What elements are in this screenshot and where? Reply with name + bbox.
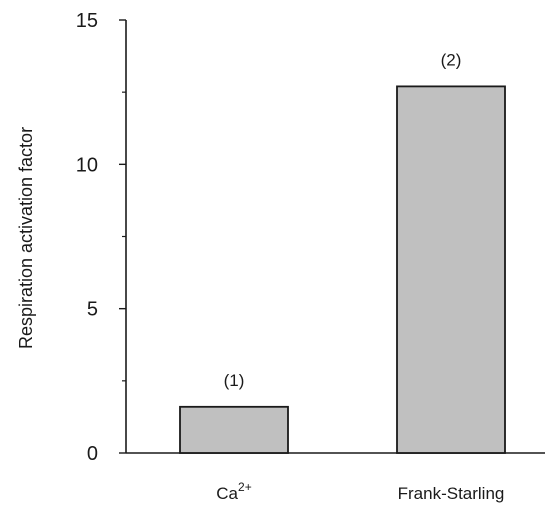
bar <box>179 405 289 454</box>
category-label: Ca2+ <box>216 480 251 503</box>
category-label-text: Ca <box>216 484 238 503</box>
data-label: (1) <box>224 371 245 390</box>
data-label: (2) <box>441 50 462 69</box>
y-axis-title: Respiration activation factor <box>16 127 36 349</box>
category-label: Frank-Starling <box>398 484 505 503</box>
y-tick-label: 5 <box>87 299 98 321</box>
y-tick-label: 10 <box>76 154 98 176</box>
bar <box>396 85 506 454</box>
category-label-superscript: 2+ <box>238 480 252 494</box>
bars <box>179 85 506 454</box>
y-tick-label: 0 <box>87 443 98 465</box>
y-tick-label: 15 <box>76 10 98 32</box>
category-label-text: Frank-Starling <box>398 484 505 503</box>
labels: (1) Ca2+ (2) Frank-Starling <box>216 50 504 503</box>
